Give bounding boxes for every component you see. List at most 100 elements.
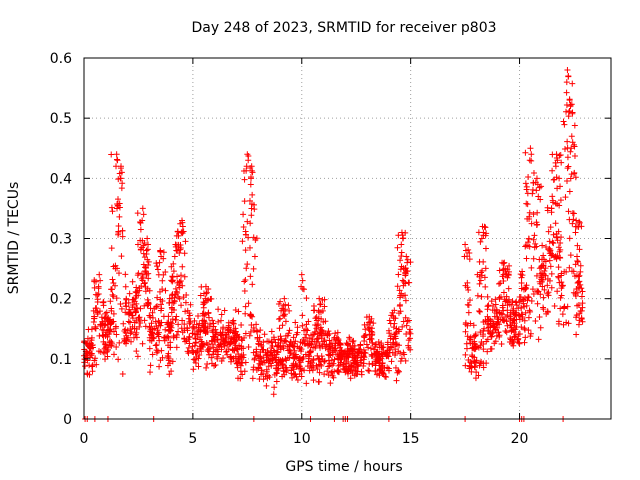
data-point (545, 289, 552, 296)
data-point (526, 307, 533, 314)
data-point (284, 354, 291, 361)
data-point (386, 317, 393, 324)
data-point (115, 228, 122, 235)
data-point (178, 272, 185, 279)
data-point (212, 326, 219, 333)
data-point (546, 245, 553, 252)
data-point (329, 372, 336, 379)
data-point (361, 321, 368, 328)
data-point (558, 234, 565, 241)
data-point (312, 328, 319, 335)
data-point (92, 325, 99, 332)
data-point (110, 351, 117, 358)
data-point (273, 359, 280, 366)
data-point (173, 334, 180, 341)
data-point (529, 190, 536, 197)
y-tick-label: 0.5 (50, 111, 72, 127)
data-point (497, 316, 504, 323)
data-point (398, 229, 405, 236)
data-point (268, 362, 275, 369)
data-point (349, 368, 356, 375)
data-point (217, 317, 224, 324)
data-point (110, 263, 117, 270)
data-point (306, 335, 313, 342)
data-point (526, 209, 533, 216)
data-point (307, 340, 314, 347)
data-point (159, 277, 166, 284)
data-point (294, 324, 301, 331)
data-point (405, 279, 412, 286)
data-point (559, 283, 566, 290)
data-point (115, 356, 122, 363)
data-point (350, 337, 357, 344)
data-point (465, 357, 472, 364)
data-point (488, 298, 495, 305)
data-point (257, 349, 264, 356)
data-point (315, 355, 322, 362)
data-point (392, 364, 399, 371)
data-point (248, 201, 255, 208)
data-point (299, 312, 306, 319)
data-point (153, 323, 160, 330)
data-point (336, 344, 343, 351)
data-point (509, 326, 516, 333)
data-point (462, 241, 469, 248)
data-point (369, 339, 376, 346)
data-point (530, 211, 537, 218)
data-point (367, 345, 374, 352)
data-point (96, 271, 103, 278)
data-point (141, 280, 148, 287)
data-point (95, 291, 102, 298)
data-point (224, 351, 231, 358)
data-point (548, 205, 555, 212)
data-point (511, 334, 518, 341)
data-point (522, 180, 529, 187)
data-point (269, 343, 276, 350)
data-point (301, 367, 308, 374)
data-point (149, 351, 156, 358)
data-point (95, 283, 102, 290)
data-point (528, 298, 535, 305)
data-point (154, 263, 161, 270)
data-point (472, 359, 479, 366)
y-tick-label: 0.3 (50, 232, 72, 248)
data-point (249, 191, 256, 198)
data-point (227, 358, 234, 365)
data-point (139, 217, 146, 224)
data-point (193, 321, 200, 328)
data-point (170, 268, 177, 275)
data-point (179, 263, 186, 270)
data-point (378, 363, 385, 370)
data-point (540, 252, 547, 259)
data-point (530, 236, 537, 243)
data-point (179, 282, 186, 289)
data-point (381, 350, 388, 357)
data-point (555, 264, 562, 271)
data-point (275, 316, 282, 323)
data-point (573, 272, 580, 279)
data-point (214, 346, 221, 353)
data-point (557, 197, 564, 204)
data-point (351, 352, 358, 359)
data-point (554, 288, 561, 295)
data-point (533, 175, 540, 182)
data-point (164, 352, 171, 359)
data-point (360, 362, 367, 369)
data-point (137, 246, 144, 253)
data-point (237, 362, 244, 369)
data-point (569, 110, 576, 117)
data-point (210, 351, 217, 358)
data-point (462, 247, 469, 254)
data-point (533, 222, 540, 229)
data-point (573, 314, 580, 321)
data-point (560, 321, 567, 328)
data-point (161, 337, 168, 344)
data-point (204, 347, 211, 354)
data-point (554, 237, 561, 244)
data-point (503, 329, 510, 336)
data-point (118, 169, 125, 176)
data-point (571, 122, 578, 129)
data-point (542, 243, 549, 250)
data-point (544, 308, 551, 315)
